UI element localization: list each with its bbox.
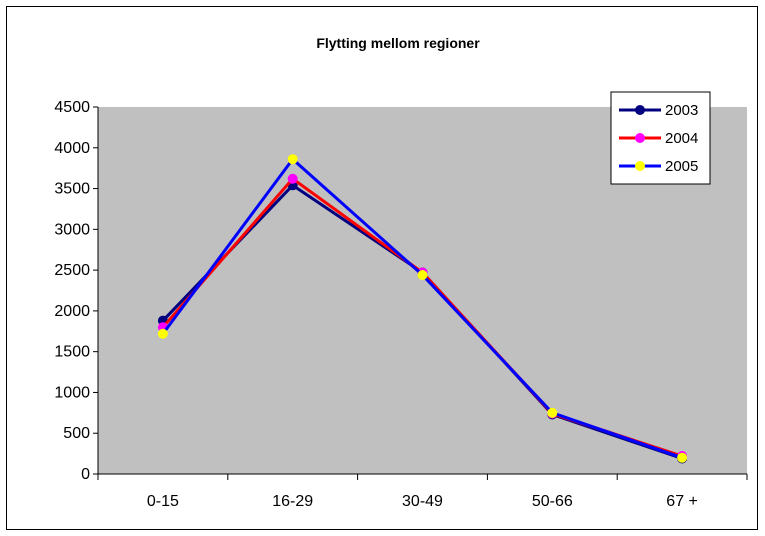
y-tick-label: 1500 [54, 344, 90, 361]
x-tick-label: 30-49 [402, 493, 443, 510]
legend-label: 2004 [665, 130, 698, 147]
legend: 2003 2004 2005 [610, 91, 711, 185]
y-tick-label: 1000 [54, 384, 90, 401]
data-point [547, 407, 558, 418]
data-point [417, 270, 428, 281]
y-tick-label: 3500 [54, 181, 90, 198]
legend-label: 2005 [665, 158, 698, 175]
x-tick-label: 0-15 [147, 493, 179, 510]
line-chart: Flytting mellom regioner 0 500 1000 1500 200… [54, 35, 748, 510]
data-point [287, 173, 298, 184]
data-point [157, 328, 168, 339]
y-tick-label: 3000 [54, 221, 90, 238]
legend-label: 2003 [665, 102, 698, 119]
y-tick-label: 4500 [54, 99, 90, 116]
chart-title: Flytting mellom regioner [316, 35, 480, 51]
axes: 0 500 1000 1500 2000 2500 3000 3500 4000 4500 0-15… [54, 99, 748, 510]
x-tick-label: 67 + [666, 493, 698, 510]
series-layer [157, 154, 688, 464]
y-tick-label: 4000 [54, 140, 90, 157]
chart-frame: Flytting mellom regioner 0 500 1000 1500 200… [6, 6, 758, 530]
legend-swatch-marker [635, 105, 645, 115]
y-tick-label: 2500 [54, 262, 90, 279]
legend-swatch-marker [635, 161, 645, 171]
y-tick-label: 500 [63, 425, 90, 442]
y-tick-label: 2000 [54, 303, 90, 320]
y-tick-label: 0 [81, 466, 90, 483]
series-2005 [157, 154, 688, 463]
x-tick-label: 16-29 [272, 493, 313, 510]
data-point [287, 154, 298, 165]
legend-swatch-marker [635, 133, 645, 143]
data-point [677, 452, 688, 463]
x-tick-label: 50-66 [532, 493, 573, 510]
